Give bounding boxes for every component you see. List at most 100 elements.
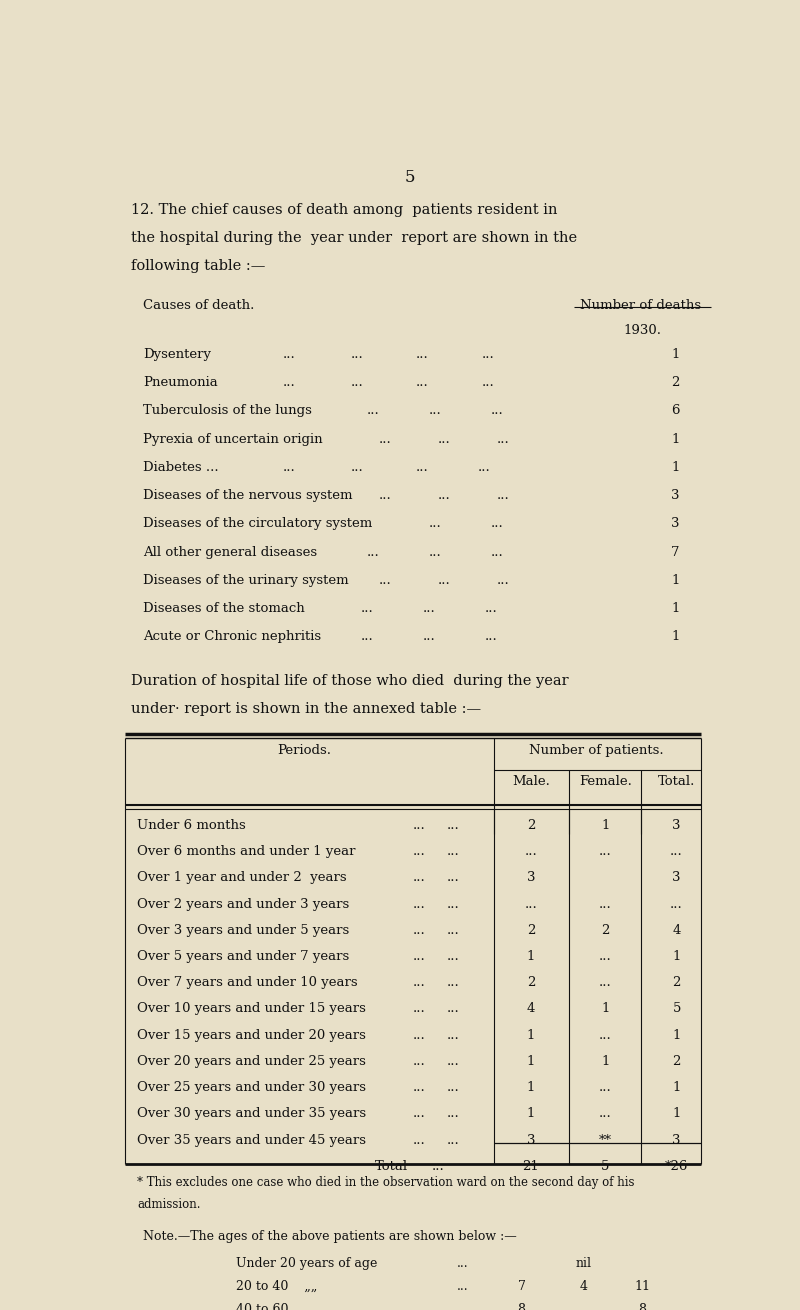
Text: 1: 1 [671,432,680,445]
Text: Female.: Female. [579,774,632,787]
Text: ...: ... [497,432,510,445]
Text: 1: 1 [601,1055,610,1068]
Text: following table :—: following table :— [131,259,266,272]
Text: **: ** [598,1133,612,1146]
Text: ...: ... [413,845,426,858]
Text: 4: 4 [526,1002,535,1015]
Text: Duration of hospital life of those who died  during the year: Duration of hospital life of those who d… [131,673,569,688]
Text: ...: ... [599,897,612,910]
Text: 21: 21 [522,1159,539,1172]
Text: ...: ... [366,405,379,418]
Text: ...: ... [599,950,612,963]
Text: 1: 1 [526,1028,535,1041]
Text: 40 to 60       „„: 40 to 60 „„ [237,1303,330,1310]
Text: ...: ... [670,897,683,910]
Text: Over 3 years and under 5 years: Over 3 years and under 5 years [138,924,350,937]
Text: Diseases of the urinary system: Diseases of the urinary system [143,574,349,587]
Text: *26: *26 [665,1159,688,1172]
Text: 2: 2 [526,819,535,832]
Text: 2: 2 [673,1055,681,1068]
Text: ...: ... [447,1002,460,1015]
Text: ...: ... [413,1002,426,1015]
Text: 4: 4 [673,924,681,937]
Text: ...: ... [422,603,435,614]
Text: Over 30 years and under 35 years: Over 30 years and under 35 years [138,1107,366,1120]
Text: ...: ... [429,405,442,418]
Text: 1930.: 1930. [623,324,662,337]
Text: ...: ... [432,1159,445,1172]
Text: ...: ... [490,405,503,418]
Text: 1: 1 [671,461,680,474]
Text: 1: 1 [601,819,610,832]
Text: ...: ... [447,871,460,884]
Text: Diseases of the circulatory system: Diseases of the circulatory system [143,517,373,531]
Text: 1: 1 [673,1107,681,1120]
Text: 1: 1 [671,603,680,614]
Text: Male.: Male. [512,774,550,787]
Text: ...: ... [482,376,494,389]
Text: ...: ... [379,489,392,502]
Text: ...: ... [447,1028,460,1041]
Text: ...: ... [457,1303,468,1310]
Text: 1: 1 [673,1081,681,1094]
Text: 2: 2 [601,924,610,937]
Text: 3: 3 [671,489,680,502]
Text: ...: ... [283,376,296,389]
Text: 1: 1 [673,1028,681,1041]
Text: Over 5 years and under 7 years: Over 5 years and under 7 years [138,950,350,963]
Text: ...: ... [413,1081,426,1094]
Text: Pneumonia: Pneumonia [143,376,218,389]
Text: ...: ... [413,1028,426,1041]
Text: 4: 4 [579,1280,587,1293]
Text: ...: ... [599,1081,612,1094]
Text: Note.—The ages of the above patients are shown below :—: Note.—The ages of the above patients are… [143,1230,517,1243]
Text: ...: ... [429,545,442,558]
Text: Over 25 years and under 30 years: Over 25 years and under 30 years [138,1081,366,1094]
Text: Under 6 months: Under 6 months [138,819,246,832]
Text: ...: ... [351,348,364,360]
Text: Number of deaths: Number of deaths [581,300,702,312]
Text: 1: 1 [526,950,535,963]
Text: ...: ... [497,574,510,587]
Text: 3: 3 [526,1133,535,1146]
Text: Dysentery: Dysentery [143,348,211,360]
Text: 5: 5 [601,1159,610,1172]
Text: ...: ... [447,1055,460,1068]
Text: 3: 3 [671,517,680,531]
Text: 11: 11 [634,1280,650,1293]
Text: ...: ... [416,461,429,474]
Text: Total: Total [375,1159,408,1172]
Text: 3: 3 [526,871,535,884]
Text: Tuberculosis of the lungs: Tuberculosis of the lungs [143,405,312,418]
Text: Total.: Total. [658,774,695,787]
Text: ...: ... [482,348,494,360]
Text: 1: 1 [671,574,680,587]
Text: 20 to 40    „„: 20 to 40 „„ [237,1280,318,1293]
Text: ...: ... [366,545,379,558]
Text: Diabetes ...: Diabetes ... [143,461,219,474]
Text: 3: 3 [672,871,681,884]
Text: ...: ... [599,976,612,989]
Text: 1: 1 [601,1002,610,1015]
Text: Over 1 year and under 2  years: Over 1 year and under 2 years [138,871,347,884]
Text: Causes of death.: Causes of death. [143,300,254,312]
Text: ...: ... [413,819,426,832]
Text: Over 6 months and under 1 year: Over 6 months and under 1 year [138,845,356,858]
Text: ...: ... [497,489,510,502]
Text: 12. The chief causes of death among  patients resident in: 12. The chief causes of death among pati… [131,203,558,216]
Text: Over 15 years and under 20 years: Over 15 years and under 20 years [138,1028,366,1041]
Text: ...: ... [438,432,450,445]
Text: Under 20 years of age: Under 20 years of age [237,1256,378,1269]
Text: ...: ... [413,924,426,937]
Text: ...: ... [351,461,364,474]
Text: 1: 1 [673,950,681,963]
Text: 5: 5 [405,169,415,186]
Text: 1: 1 [526,1107,535,1120]
Text: ...: ... [490,517,503,531]
Text: ...: ... [447,976,460,989]
Text: ...: ... [670,845,683,858]
Text: ...: ... [413,1055,426,1068]
Text: ...: ... [283,461,296,474]
Text: All other general diseases: All other general diseases [143,545,318,558]
Text: Number of patients.: Number of patients. [529,744,663,757]
